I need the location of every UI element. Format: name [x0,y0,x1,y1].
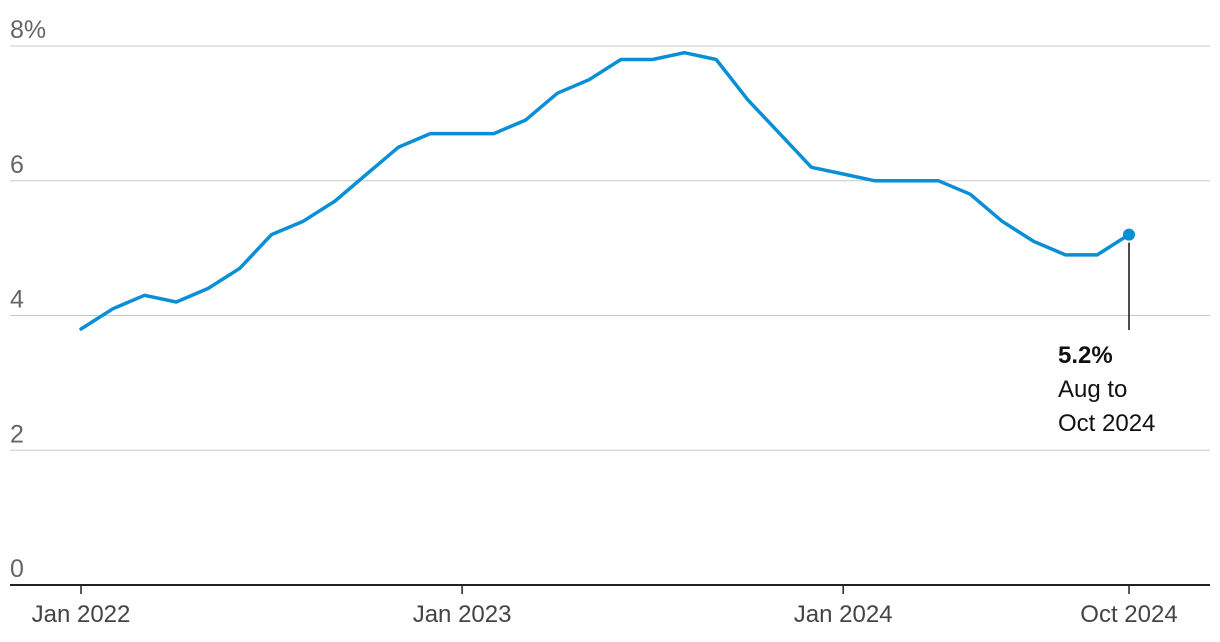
y-tick-label: 2 [10,420,24,448]
y-tick-label: 6 [10,151,24,179]
x-tick-label: Jan 2024 [794,601,893,628]
y-axis-tick-labels: 0 2 4 6 8% [10,16,46,583]
x-tick-label: Jan 2022 [32,601,131,628]
y-tick-label: 4 [10,286,24,314]
y-tick-label: 8% [10,16,46,44]
annotation-end-point [1123,228,1135,241]
annotation-period-label-line-2: Oct 2024 [1058,410,1155,437]
series-line [79,50,1131,331]
x-tick-label: Jan 2023 [413,601,512,628]
annotation: 5.2% Aug to Oct 2024 [1058,228,1155,437]
x-tick-label: Oct 2024 [1080,601,1177,628]
annotation-value-label: 5.2% [1058,342,1113,369]
x-axis-ticks: Jan 2022 Jan 2023 Jan 2024 Oct 2024 [32,585,1178,628]
grid-lines [10,45,1210,451]
y-tick-label: 0 [10,555,24,583]
annotation-period-label-line-1: Aug to [1058,376,1127,403]
